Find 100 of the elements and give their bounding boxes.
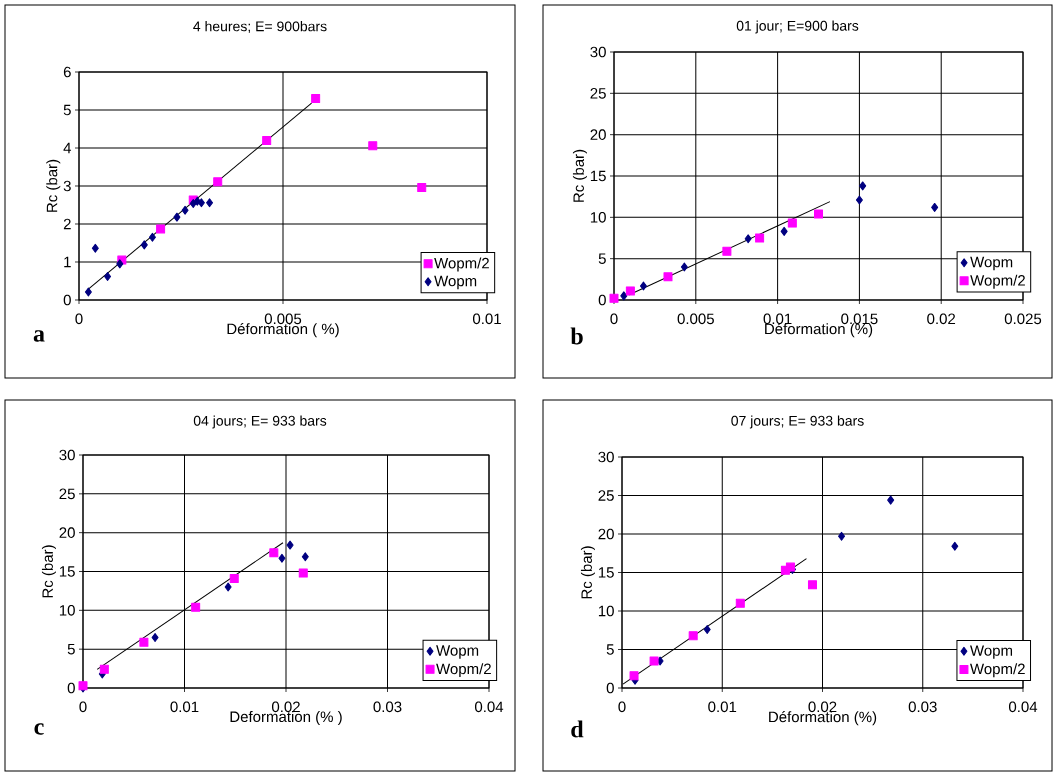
x-tick-label: 0.01 [170, 701, 199, 713]
x-axis-title: Déformation (%) [765, 323, 873, 338]
point [417, 183, 427, 193]
point [639, 281, 647, 291]
point [298, 568, 308, 578]
y-tick-label: 5 [606, 644, 614, 655]
point [780, 226, 788, 236]
point [838, 531, 846, 541]
y-tick-label: 1 [64, 256, 71, 268]
y-tick-label: 25 [590, 88, 606, 99]
y-tick-label: 25 [59, 488, 75, 500]
y-tick-label: 20 [59, 527, 75, 538]
x-tick-label: 0.04 [1008, 701, 1038, 713]
point [629, 671, 639, 681]
y-tick-label: 10 [59, 605, 75, 616]
chart-title: 07 jours; E= 933 bars [731, 415, 864, 429]
point [680, 262, 688, 272]
x-tick-label: 0.02 [927, 313, 956, 325]
point [269, 548, 279, 558]
point [807, 580, 817, 590]
legend-label: Wopm/2 [436, 663, 491, 678]
y-tick-label: 20 [598, 528, 614, 540]
y-tick-label: 30 [590, 46, 606, 58]
y-tick-label: 5 [67, 643, 75, 655]
point [688, 631, 698, 641]
point [191, 602, 201, 612]
text: d [571, 720, 584, 738]
point [368, 141, 378, 151]
point [755, 233, 765, 243]
point [814, 209, 823, 219]
point [735, 598, 745, 608]
point [156, 224, 166, 234]
point [722, 246, 732, 256]
point [859, 181, 867, 191]
text: b [570, 327, 583, 345]
point [278, 553, 286, 563]
point [139, 637, 149, 647]
y-tick-label: 10 [598, 605, 614, 617]
y-tick-label: 30 [59, 449, 75, 461]
legend-label: Wopm/2 [970, 663, 1025, 678]
legend-label: Wopm/2 [970, 274, 1025, 289]
point [649, 656, 659, 666]
x-tick-label: 0 [618, 701, 626, 713]
point [84, 287, 92, 297]
x-tick-label: 0.015 [841, 313, 878, 325]
y-tick-label: 6 [63, 66, 71, 78]
x-tick-label: 0.04 [474, 701, 504, 713]
x-tick-label: 0.025 [1004, 313, 1042, 325]
y-axis-title: Rc (bar) [572, 149, 587, 202]
legend-label: Wopm [970, 645, 1013, 659]
x-axis-title: Deformation (% ) [230, 711, 342, 725]
x-axis-title: Déformation ( %) [227, 323, 339, 338]
point [213, 177, 223, 187]
point [625, 286, 635, 296]
chart-title: 01 jour; E=900 bars [736, 20, 859, 34]
y-tick-label: 0 [606, 682, 614, 694]
x-tick-label: 0.03 [373, 701, 402, 713]
point [703, 624, 711, 634]
point [855, 195, 863, 205]
x-tick-label: 0 [75, 313, 83, 325]
text: c [34, 723, 44, 735]
point [229, 573, 239, 583]
x-tick-label: 0.01 [708, 701, 737, 713]
point [197, 198, 205, 208]
point [663, 272, 673, 282]
x-tick-label: 0.005 [677, 313, 714, 325]
y-axis-title: Rc (bar) [46, 159, 61, 212]
point [206, 198, 214, 208]
point [173, 212, 181, 222]
point [148, 232, 156, 242]
point [262, 135, 272, 145]
legend-label: Wopm [970, 256, 1013, 271]
point [286, 540, 294, 550]
y-tick-label: 5 [63, 104, 71, 116]
y-tick-label: 15 [590, 170, 606, 182]
point [181, 205, 189, 215]
y-tick-label: 4 [63, 142, 72, 154]
legend-label: Wopm [436, 645, 479, 659]
point [99, 664, 109, 674]
text: a [33, 330, 45, 342]
y-tick-label: 20 [590, 129, 606, 140]
x-tick-label: 0 [79, 701, 87, 713]
x-tick-label: 0.02 [808, 701, 837, 713]
y-tick-label: 10 [590, 212, 606, 223]
point [620, 291, 628, 301]
y-axis-title: Rc (bar) [580, 546, 595, 599]
point [787, 218, 797, 228]
point [931, 202, 939, 212]
point [224, 582, 232, 592]
x-tick-label: 0.03 [908, 701, 937, 713]
point [301, 552, 309, 562]
y-tick-label: 25 [598, 490, 614, 501]
x-tick-label: 0.01 [763, 313, 792, 325]
point [311, 94, 321, 104]
point [951, 541, 959, 551]
x-tick-label: 0.01 [472, 313, 501, 325]
point [91, 243, 99, 253]
x-tick-label: 0.02 [271, 701, 300, 713]
y-tick-label: 2 [63, 218, 71, 230]
y-axis-title: Rc (bar) [41, 545, 56, 598]
